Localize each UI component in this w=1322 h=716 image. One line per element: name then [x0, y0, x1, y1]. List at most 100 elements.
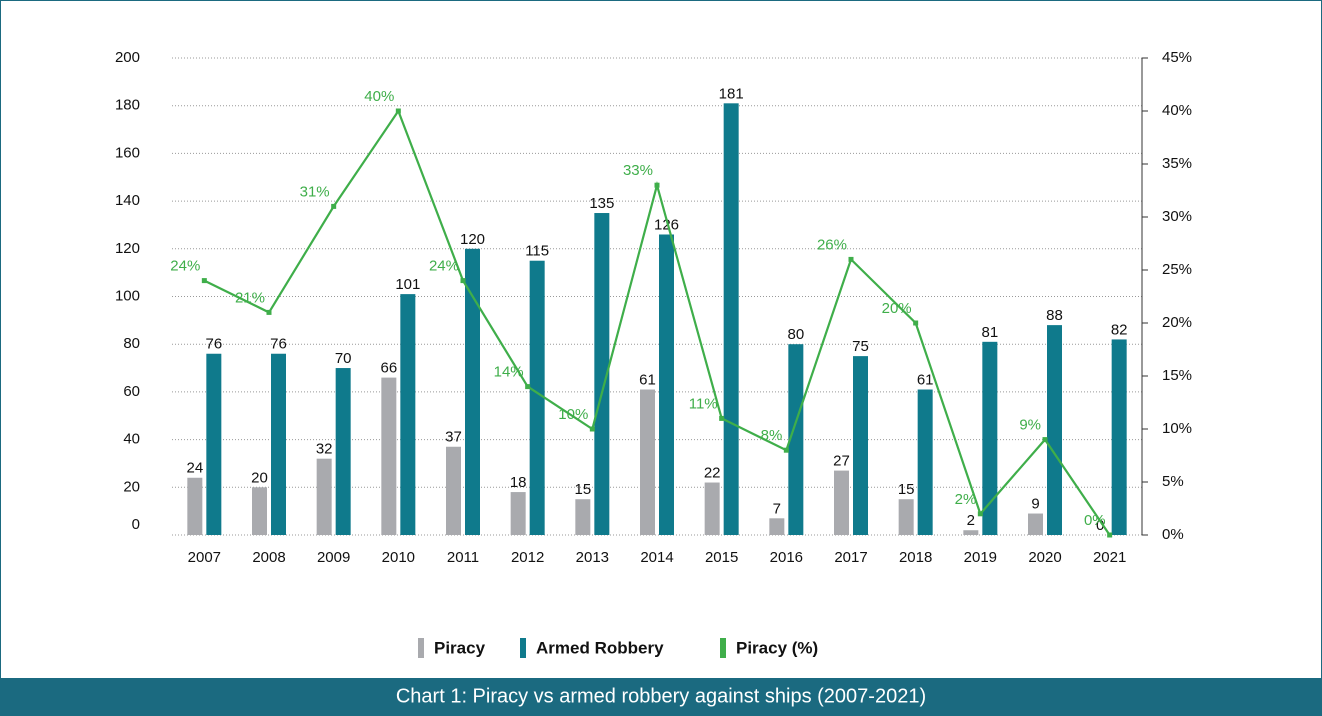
bar: [704, 482, 720, 535]
y-tick-label: 200: [115, 49, 140, 66]
data-label: 75: [852, 338, 869, 355]
line-point: [589, 426, 595, 432]
bar: [659, 234, 674, 536]
bar: [381, 377, 397, 535]
line-point: [977, 511, 983, 517]
data-label: 2: [967, 512, 975, 529]
bar: [788, 344, 804, 535]
legend-label: Piracy (%): [736, 638, 818, 657]
x-tick-label: 2015: [705, 549, 738, 566]
line-point: [525, 384, 531, 390]
line-point: [1107, 532, 1113, 538]
x-tick-label: 2007: [188, 549, 221, 566]
y-tick-label: 0: [132, 516, 140, 533]
x-tick-label: 2018: [899, 549, 932, 566]
bar: [465, 248, 480, 536]
line-point: [1042, 437, 1048, 443]
bar: [316, 458, 332, 535]
data-label: 76: [270, 336, 287, 353]
bar: [206, 353, 222, 535]
legend-swatch: [418, 638, 424, 658]
x-tick-label: 2019: [964, 549, 997, 566]
bar: [898, 499, 914, 535]
line-point: [719, 415, 725, 421]
legend-label: Armed Robbery: [536, 638, 664, 657]
x-tick-label: 2012: [511, 549, 544, 566]
x-tick-label: 2014: [640, 549, 673, 566]
y-tick-label: 160: [115, 144, 140, 161]
data-label: 101: [395, 276, 420, 293]
y-tick-label: 20: [123, 478, 140, 495]
bar: [1028, 513, 1043, 535]
data-label: 24: [186, 460, 203, 477]
data-label: 66: [380, 360, 397, 377]
data-label: 0: [1096, 517, 1104, 534]
y-tick-label: 60: [123, 383, 140, 400]
y2-tick-label: 20%: [1162, 314, 1192, 331]
data-label: 24%: [170, 258, 200, 275]
legend-swatch: [720, 638, 726, 658]
caption-bar: [0, 678, 1322, 716]
data-label: 7: [773, 500, 781, 517]
bar: [271, 353, 286, 535]
line-point: [913, 320, 919, 326]
data-label: 81: [981, 324, 998, 341]
bar: [575, 499, 591, 535]
line-point: [654, 182, 660, 188]
data-label: 0%: [1084, 512, 1106, 529]
data-label: 120: [460, 231, 485, 248]
data-label: 8%: [761, 427, 783, 444]
y2-tick-label: 35%: [1162, 155, 1192, 172]
bar: [834, 470, 849, 535]
data-label: 61: [639, 371, 656, 388]
data-label: 88: [1046, 307, 1063, 324]
data-label: 9: [1031, 496, 1039, 513]
data-label: 22: [704, 464, 721, 481]
bar: [446, 446, 461, 535]
y2-tick-label: 15%: [1162, 367, 1192, 384]
data-label: 15: [898, 481, 915, 498]
bar: [853, 356, 868, 535]
data-label: 18: [510, 474, 527, 491]
data-label: 82: [1111, 321, 1128, 338]
data-label: 15: [574, 481, 591, 498]
data-label: 115: [525, 243, 549, 260]
data-label: 61: [917, 371, 934, 388]
x-tick-label: 2013: [576, 549, 609, 566]
data-label: 40%: [364, 88, 394, 105]
data-label: 20: [251, 469, 268, 486]
line-point: [331, 203, 337, 209]
data-label: 31%: [300, 183, 330, 200]
bar: [917, 389, 933, 535]
data-label: 9%: [1019, 417, 1041, 434]
data-label: 11%: [689, 395, 718, 412]
data-label: 14%: [494, 364, 524, 381]
bar: [640, 389, 655, 535]
data-label: 26%: [817, 236, 847, 253]
bar: [400, 294, 416, 535]
y-tick-label: 120: [115, 240, 140, 257]
data-label: 135: [589, 195, 614, 212]
data-label: 32: [316, 441, 333, 458]
data-label: 76: [205, 336, 222, 353]
x-tick-label: 2021: [1093, 549, 1126, 566]
y2-tick-label: 25%: [1162, 261, 1192, 278]
y2-tick-label: 45%: [1162, 49, 1192, 66]
y2-tick-label: 40%: [1162, 102, 1192, 119]
bar: [1047, 325, 1062, 535]
x-tick-label: 2020: [1028, 549, 1061, 566]
y-tick-label: 100: [115, 287, 140, 304]
legend-label: Piracy: [434, 638, 486, 657]
x-tick-label: 2008: [252, 549, 285, 566]
data-label: 24%: [429, 258, 459, 275]
y-tick-label: 80: [123, 335, 140, 352]
y2-tick-label: 0%: [1162, 526, 1184, 543]
data-label: 80: [787, 326, 804, 343]
line-point: [460, 278, 466, 284]
data-label: 10%: [558, 406, 588, 423]
line-point: [395, 108, 401, 114]
bar: [252, 487, 267, 535]
y2-tick-label: 30%: [1162, 208, 1192, 225]
y-tick-label: 40: [123, 431, 140, 448]
